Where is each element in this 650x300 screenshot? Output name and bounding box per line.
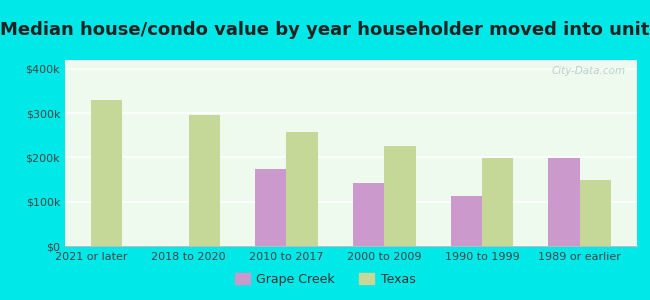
Bar (91, 100, 122, 246)
Text: City-Data.com: City-Data.com (551, 66, 625, 76)
Bar (255, 169, 287, 246)
Bar (384, 146, 415, 246)
Bar (287, 132, 318, 246)
Bar (353, 183, 384, 246)
Bar (450, 196, 482, 246)
Bar (549, 158, 580, 246)
Legend: Grape Creek, Texas: Grape Creek, Texas (229, 268, 421, 291)
Bar (188, 116, 220, 246)
Bar (482, 158, 514, 246)
Bar (580, 180, 611, 246)
Text: Median house/condo value by year householder moved into unit: Median house/condo value by year househo… (0, 21, 650, 39)
